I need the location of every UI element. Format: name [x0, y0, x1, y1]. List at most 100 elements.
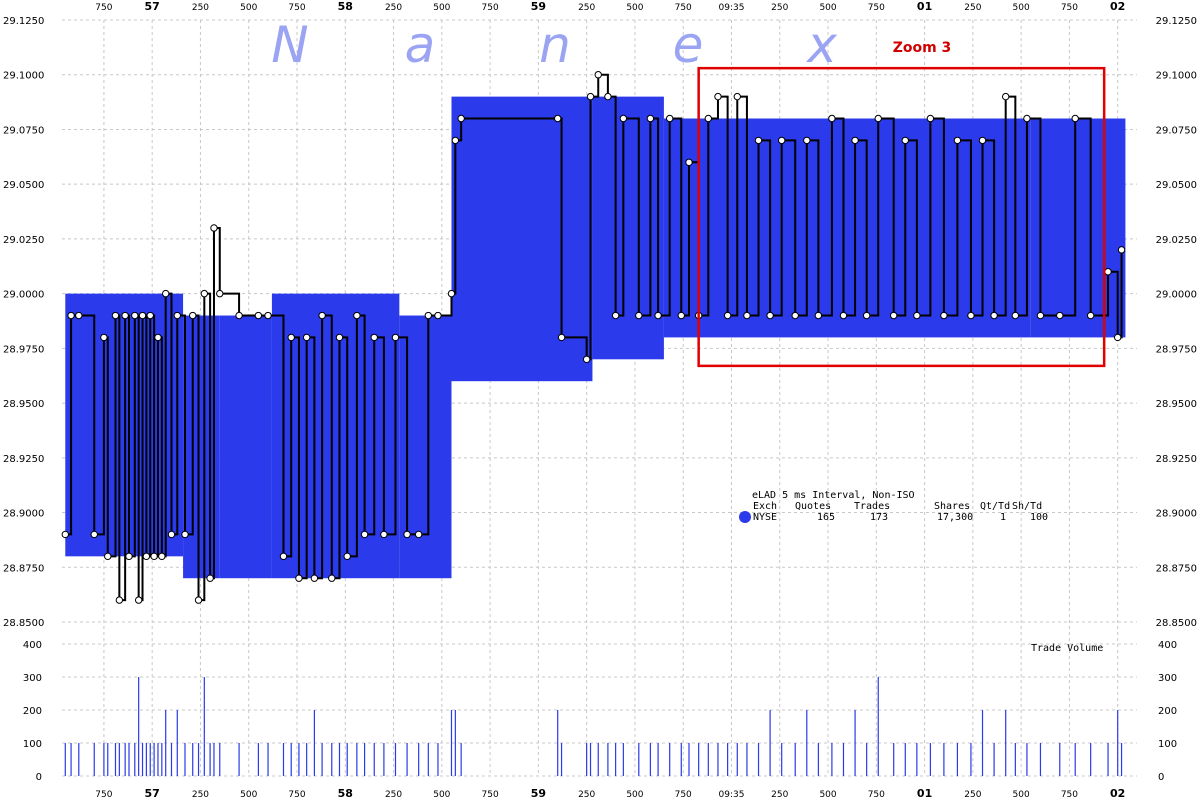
trade-point [978, 136, 987, 145]
volume-axis-label-left: 100 [23, 739, 42, 750]
time-axis-label-bottom: 250 [964, 790, 981, 800]
time-axis-label-top: 250 [771, 3, 788, 13]
trade-point [754, 136, 763, 145]
time-axis-label-top: 250 [192, 3, 209, 13]
time-axis-label-bottom: 750 [288, 790, 305, 800]
trade-point [414, 530, 423, 539]
time-axis-label-bottom: 500 [1013, 790, 1030, 800]
trade-point [146, 311, 154, 320]
trade-point [604, 92, 612, 101]
time-axis-label-top: 500 [819, 3, 836, 13]
quote-band [219, 315, 272, 579]
time-axis-label-top: 500 [626, 3, 643, 13]
volume-axis-label-left: 400 [23, 640, 42, 651]
trade-point [457, 114, 465, 123]
time-axis-label-top: 500 [433, 3, 450, 13]
trade-point [154, 333, 162, 342]
time-axis-label-top: 500 [240, 3, 257, 13]
price-axis-label-right: 29.1000 [1156, 71, 1197, 82]
volume-axis-label-right: 400 [1158, 640, 1177, 651]
time-axis-label-bottom: 01 [917, 787, 932, 800]
volume-axis-label-right: 100 [1158, 739, 1177, 750]
trade-point [318, 311, 326, 320]
time-axis-label-bottom: 750 [1061, 790, 1078, 800]
time-axis-label-bottom: 500 [433, 790, 450, 800]
price-axis-label-right: 29.0750 [1156, 125, 1197, 136]
axis-labels: 29.1250 29.1250 29.1000 29.1000 29.0750 29.07… [3, 0, 1197, 800]
trade-point [940, 311, 948, 320]
legend-value: 1 [1000, 512, 1006, 523]
time-axis-label-top: 58 [338, 0, 353, 13]
trade-point [646, 114, 655, 123]
price-axis-label-right: 29.0000 [1156, 290, 1197, 301]
trade-point [167, 530, 176, 539]
legend-column: Exch [753, 501, 777, 512]
watermark-letter: a [405, 16, 436, 74]
trade-point [714, 92, 722, 101]
trade-point [685, 158, 693, 166]
volume-axis-label-left: 200 [23, 706, 42, 717]
trade-point [254, 311, 263, 320]
trade-point [1113, 333, 1122, 342]
trade-point [403, 530, 411, 539]
trade-point [874, 114, 882, 123]
legend-header: eLAD 5 ms Interval, Non-ISO [752, 490, 915, 501]
volume-title: Trade Volume [1031, 643, 1103, 654]
price-axis-label-left: 29.0500 [3, 180, 44, 191]
quote-band [271, 293, 400, 579]
trade-point [1104, 268, 1112, 276]
trade-point [61, 530, 69, 539]
trade-point [447, 289, 456, 298]
price-axis-label-left: 29.0250 [3, 235, 44, 246]
trade-point [704, 114, 713, 123]
volume-axis-label-right: 0 [1158, 772, 1164, 783]
trade-point [723, 311, 732, 320]
trade-point [953, 136, 962, 145]
trade-point [889, 311, 898, 320]
trade-point [586, 92, 595, 101]
trade-point [111, 311, 120, 320]
trade-point [194, 596, 203, 604]
trade-point [743, 311, 751, 320]
time-axis-label-top: 250 [385, 3, 402, 13]
legend-column: Quotes [795, 501, 831, 512]
time-axis-label-bottom: 500 [240, 790, 257, 800]
price-axis-label-right: 29.0500 [1156, 180, 1197, 191]
trade-point [161, 289, 170, 298]
price-axis-label-left: 28.8750 [3, 563, 44, 574]
trade-point [1071, 114, 1079, 123]
legend-column: Shares [934, 501, 970, 512]
price-axis-label-left: 28.9500 [3, 399, 44, 410]
trade-point [138, 311, 147, 320]
volume-axis-label-left: 300 [23, 673, 42, 684]
trade-point [1011, 311, 1020, 320]
trade-point [391, 333, 400, 342]
price-axis-label-left: 28.9750 [3, 344, 44, 355]
trade-point [370, 333, 378, 342]
price-axis-label-right: 28.9000 [1156, 509, 1197, 520]
trade-point [210, 224, 218, 232]
trade-point [302, 333, 311, 342]
trade-point [1117, 246, 1126, 254]
trade-point [424, 311, 433, 320]
trade-point [851, 136, 859, 145]
time-axis-label-bottom: 59 [531, 787, 546, 800]
trade-point [125, 552, 133, 561]
volume-axis-label-right: 200 [1158, 706, 1177, 717]
time-axis-label-top: 750 [1061, 3, 1078, 13]
trade-point [279, 552, 288, 561]
time-axis-label-top: 750 [482, 3, 499, 13]
volume-axis-label-right: 300 [1158, 673, 1177, 684]
trade-point [200, 289, 209, 298]
time-axis-label-bottom: 750 [95, 790, 112, 800]
quote-band [731, 118, 1031, 338]
time-axis-label-bottom: 58 [338, 787, 353, 800]
trade-point [862, 311, 871, 320]
time-axis-label-top: 250 [578, 3, 595, 13]
trade-point [360, 530, 369, 539]
trade-point [1023, 114, 1031, 123]
time-axis-label-bottom: 500 [626, 790, 643, 800]
time-axis-label-bottom: 250 [385, 790, 402, 800]
